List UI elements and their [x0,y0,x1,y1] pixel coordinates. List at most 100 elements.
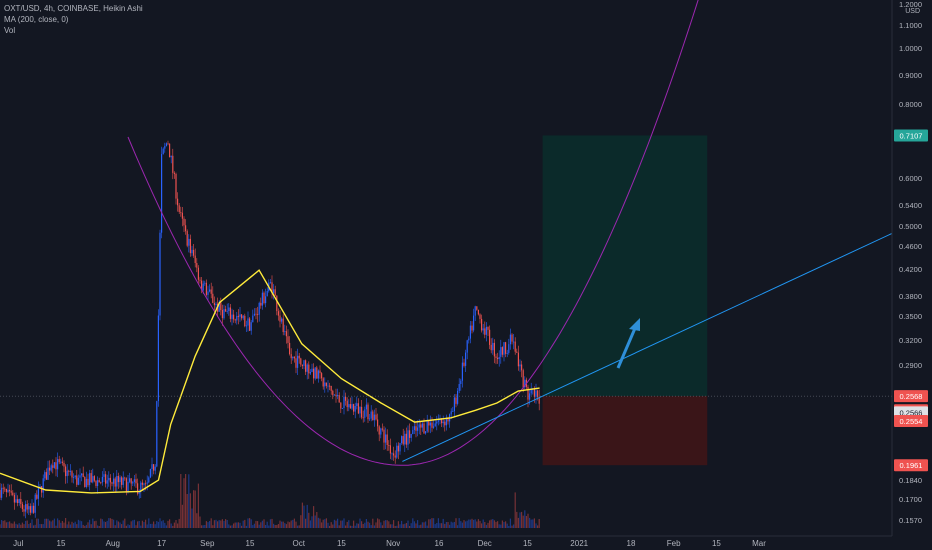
candle [442,415,444,428]
volume-bar [146,524,148,528]
candle [140,480,142,498]
volume-bar [490,519,492,528]
candle [373,409,375,427]
volume-bar [220,520,222,528]
volume-bar [522,515,524,528]
volume-bar [466,520,468,528]
candle [170,155,172,164]
volume-bar [191,508,193,528]
volume-bar [228,524,230,528]
price-axis[interactable]: USD 1.2000 1.1000 1.0000 0.9000 0.8000 0.6000… [891,0,932,536]
volume-bar [177,523,179,528]
volume-bar [97,525,99,528]
volume-bar [322,519,324,528]
volume-bar [257,521,259,528]
candle [66,464,68,484]
volume-bar [338,525,340,528]
volume-bar [135,525,137,528]
volume-indicator-label[interactable]: Vol [4,26,16,35]
volume-bar [476,521,478,528]
stop-zone[interactable] [542,396,708,466]
candle [185,219,187,235]
volume-bar [533,518,535,528]
time-tick-label: Nov [386,539,400,548]
volume-bar [457,525,459,528]
candle [434,419,436,427]
volume-bar [396,525,398,528]
volume-bar [305,518,307,528]
volume-bar [58,520,60,528]
candle [361,400,363,420]
volume-bar [237,522,239,528]
volume-bar [361,521,363,528]
candle [28,503,30,515]
volume-bar [189,493,191,528]
price-tick-label: 0.8000 [899,100,922,109]
volume-bar [530,519,532,528]
volume-bar [218,520,220,528]
volume-bar [505,521,507,528]
volume-bar [317,517,319,528]
volume-bar [503,522,505,528]
candle [164,142,166,153]
candle [18,498,20,506]
volume-bar [412,518,414,528]
volume-bar [399,524,401,528]
volume-bar [17,524,19,528]
candle [156,400,158,468]
symbol-title[interactable]: OXT/USD, 4h, COINBASE, Heikin Ashi [4,4,143,13]
candle [482,324,484,335]
trendline[interactable] [402,232,893,462]
candle [234,318,236,324]
volume-bar [47,518,49,528]
target-zone[interactable] [542,135,708,397]
volume-bar [450,521,452,528]
candle [172,148,174,180]
volume-bar [159,518,161,528]
candle [287,329,289,349]
candle [233,309,235,323]
volume-bar [273,523,275,528]
time-axis[interactable]: Jul 15 Aug 17 Sep 15 Oct 15 Nov 16 Dec 15 2021 18 Feb 1… [0,535,892,548]
volume-bar [500,524,502,528]
volume-bar [101,519,103,528]
volume-bar [428,519,430,528]
volume-bar [82,524,84,528]
volume-bar [521,511,523,528]
volume-bar [261,520,263,528]
candle [503,342,505,362]
volume-bar [42,524,44,528]
volume-bar [274,525,276,528]
volume-bar [156,521,158,528]
candle [281,317,283,324]
volume-bar [133,519,135,528]
candle [485,322,487,342]
volume-bar [340,520,342,528]
volume-bar [370,525,372,528]
volume-bar [178,518,180,528]
candle [295,351,297,374]
volume-bar [145,519,147,528]
up-arrow-icon[interactable] [616,318,640,369]
candle [429,415,431,434]
candle [57,452,59,478]
volume-bar [74,521,76,528]
ma-indicator-label[interactable]: MA (200, close, 0) [4,15,69,24]
candle [119,475,121,488]
rounded-bottom-curve[interactable] [127,0,788,466]
time-tick-label: Dec [478,539,492,548]
candle [538,389,540,411]
candle [159,229,161,321]
candle [519,359,521,372]
volume-bar [482,519,484,528]
volume-bar [452,522,454,528]
volume-bar [282,521,284,528]
candle [17,495,19,507]
volume-bar [455,518,457,528]
candle [231,308,233,326]
volume-bar [52,520,54,528]
candle [178,203,180,214]
volume-bar [175,520,177,528]
candle [274,285,276,296]
